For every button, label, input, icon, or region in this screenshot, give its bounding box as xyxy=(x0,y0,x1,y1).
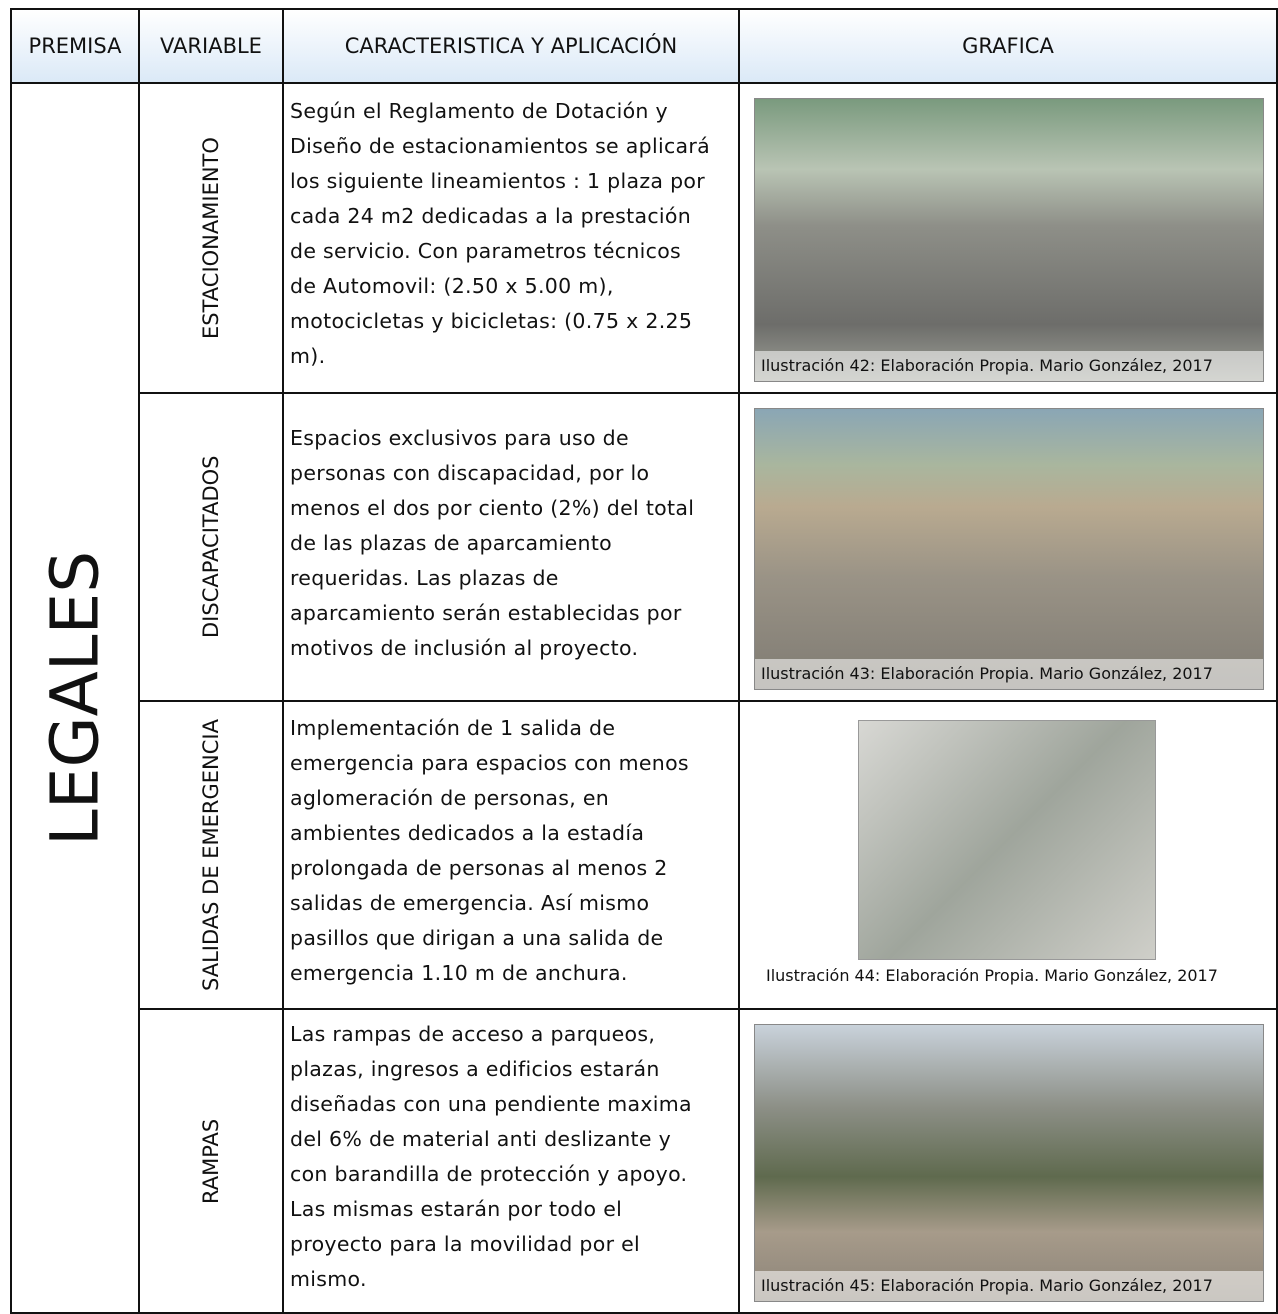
caption: Ilustración 45: Elaboración Propia. Mari… xyxy=(761,1276,1213,1295)
header-cell: VARIABLE xyxy=(138,8,284,84)
caption: Ilustración 43: Elaboración Propia. Mari… xyxy=(761,664,1213,683)
text-line: salidas de emergencia. Así mismo xyxy=(290,891,650,915)
text-line: aparcamiento serán establecidas por xyxy=(290,600,682,625)
text-line: menos el dos por ciento (2%) del total xyxy=(290,495,695,520)
caption-band xyxy=(755,1271,1263,1301)
caption: Ilustración 44: Elaboración Propia. Mari… xyxy=(766,966,1218,985)
text-line: Según el Reglamento de Dotación y xyxy=(290,99,668,123)
text-line: motivos de inclusión al proyecto. xyxy=(290,635,639,660)
text-line: del 6% de material anti deslizante y xyxy=(290,1127,672,1151)
text-cell: Implementación de 1 salida de emergencia … xyxy=(282,700,740,1010)
header-cell: PREMISA xyxy=(10,8,140,84)
floor-plan xyxy=(858,720,1156,960)
text-line: mismo. xyxy=(290,1267,367,1291)
text-line: requeridas. Las plazas de xyxy=(290,565,559,590)
header-cell: CARACTERISTICA Y APLICACIÓN xyxy=(282,8,740,84)
text-line: aglomeración de personas, en xyxy=(290,786,610,810)
variable-cell: RAMPAS xyxy=(138,1008,284,1314)
text-line: prolongada de personas al menos 2 xyxy=(290,856,668,880)
image-cell: Ilustración 42: Elaboración Propia. Mari… xyxy=(738,82,1278,394)
text-line: personas con discapacidad, por lo xyxy=(290,460,650,485)
text-line: de Automovil: (2.50 x 5.00 m), xyxy=(290,274,614,298)
text-cell: Según el Reglamento de Dotación y Diseño … xyxy=(282,82,740,394)
premisa-cell: LEGALES xyxy=(10,82,140,1314)
text-line: los siguiente lineamientos : 1 plaza por xyxy=(290,169,705,193)
variable-cell: ESTACIONAMIENTO xyxy=(138,82,284,394)
text-line: cada 24 m2 dedicadas a la prestación xyxy=(290,204,692,228)
text-line: proyecto para la movilidad por el xyxy=(290,1232,641,1256)
text-line: ambientes dedicados a la estadía xyxy=(290,821,645,845)
caption-band xyxy=(755,659,1263,689)
variable-cell: DISCAPACITADOS xyxy=(138,392,284,702)
text-line: pasillos que dirigan a una salida de xyxy=(290,926,664,950)
image-cell: Ilustración 43: Elaboración Propia. Mari… xyxy=(738,392,1278,702)
text-cell: Las rampas de acceso a parqueos, plazas, … xyxy=(282,1008,740,1314)
text-line: plazas, ingresos a edificios estarán xyxy=(290,1057,660,1081)
illustration: Ilustración 43: Elaboración Propia. Mari… xyxy=(754,408,1264,690)
illustration: Ilustración 45: Elaboración Propia. Mari… xyxy=(754,1024,1264,1302)
variable-cell: SALIDAS DE EMERGENCIA xyxy=(138,700,284,1010)
text-line: Diseño de estacionamientos se aplicará xyxy=(290,134,710,158)
text-line: emergencia para espacios con menos xyxy=(290,751,689,775)
text-line: emergencia 1.10 m de anchura. xyxy=(290,961,628,985)
illustration: Ilustración 42: Elaboración Propia. Mari… xyxy=(754,98,1264,382)
caption: Ilustración 42: Elaboración Propia. Mari… xyxy=(761,356,1213,375)
text-line: con barandilla de protección y apoyo. xyxy=(290,1162,688,1186)
caption-band xyxy=(755,351,1263,381)
text-line: motocicletas y bicicletas: (0.75 x 2.25 xyxy=(290,309,693,333)
text-line: m). xyxy=(290,344,326,368)
text-line: de servicio. Con parametros técnicos xyxy=(290,239,682,263)
text-line: Las rampas de acceso a parqueos, xyxy=(290,1022,656,1046)
text-cell: Espacios exclusivos para uso de personas … xyxy=(282,392,740,702)
text-line: diseñadas con una pendiente maxima xyxy=(290,1092,692,1116)
text-line: Espacios exclusivos para uso de xyxy=(290,425,629,450)
text-line: Las mismas estarán por todo el xyxy=(290,1197,623,1221)
header-cell: GRAFICA xyxy=(738,8,1278,84)
text-line: Implementación de 1 salida de xyxy=(290,716,616,740)
text-line: de las plazas de aparcamiento xyxy=(290,530,613,555)
image-cell: Ilustración 44: Elaboración Propia. Mari… xyxy=(738,700,1278,1010)
image-cell: Ilustración 45: Elaboración Propia. Mari… xyxy=(738,1008,1278,1314)
